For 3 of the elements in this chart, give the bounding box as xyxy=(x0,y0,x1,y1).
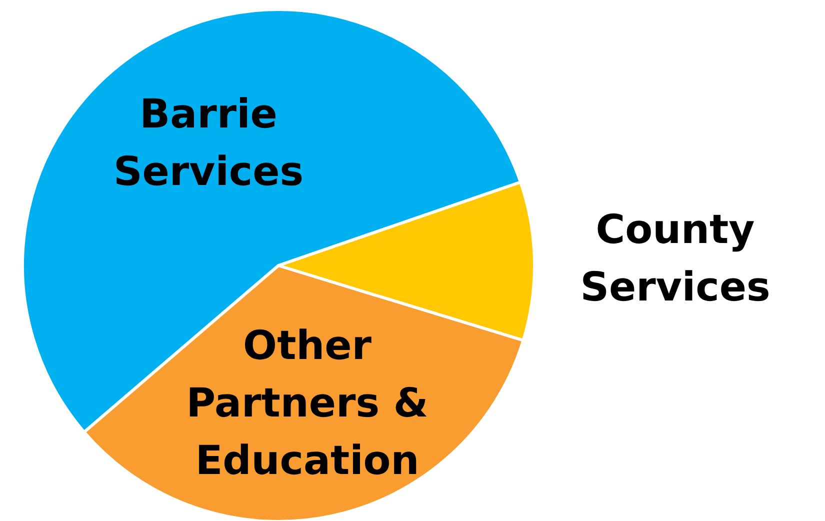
slice-label: Other Partners & Education xyxy=(186,322,428,484)
slice-label: County Services xyxy=(580,206,770,310)
slice-label: Barrie Services xyxy=(113,92,304,196)
